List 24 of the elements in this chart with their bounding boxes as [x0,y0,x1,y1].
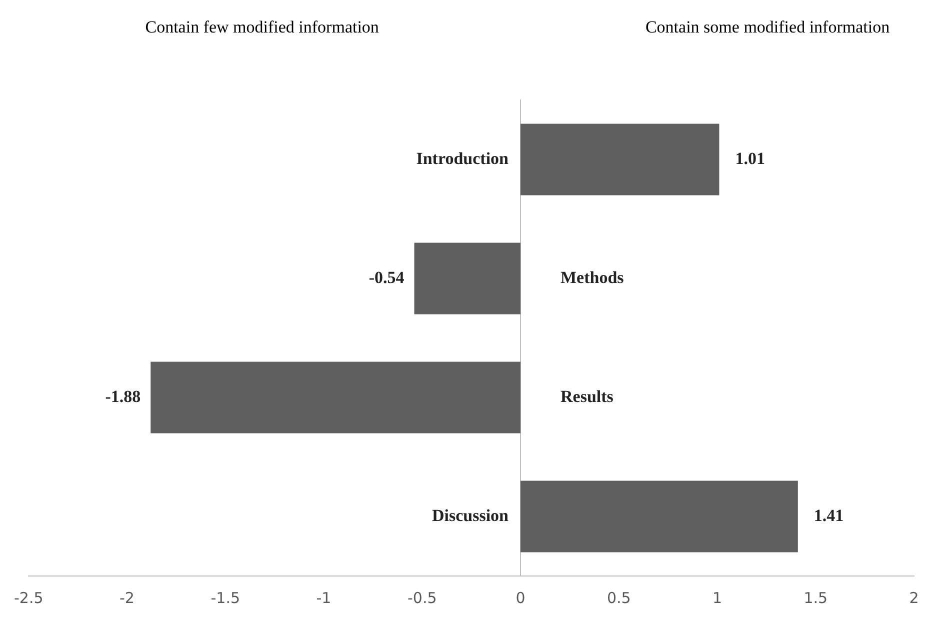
x-tick-label: -1.5 [210,588,240,607]
x-tick-label: 0 [516,588,526,607]
text: Contain few modified information [145,17,380,36]
x-tick-label: -2 [120,588,134,607]
data-label: -1.88 [105,386,141,406]
x-tick-label: -0.5 [407,588,437,607]
bar [520,124,720,196]
bar [414,242,521,314]
x-tick-label: 0.5 [606,588,631,607]
data-label: -0.54 [368,268,405,287]
x-tick-label: 1 [712,588,722,607]
data-label: 1.01 [735,148,765,168]
y-tick-label: Introduction [416,148,510,168]
bar [520,480,798,552]
x-tick-label: -2.5 [14,588,44,607]
x-tick-label: 2 [909,588,919,607]
x-tick-label: -1 [316,588,332,607]
y-tick-label: Methods [560,268,624,287]
text: Contain some modified information [645,17,890,36]
x-tick-label: 1.5 [804,588,828,607]
y-tick-label: Discussion [432,506,510,525]
y-tick-label: Results [560,386,614,406]
bar [150,362,521,434]
data-label: 1.41 [814,506,844,525]
